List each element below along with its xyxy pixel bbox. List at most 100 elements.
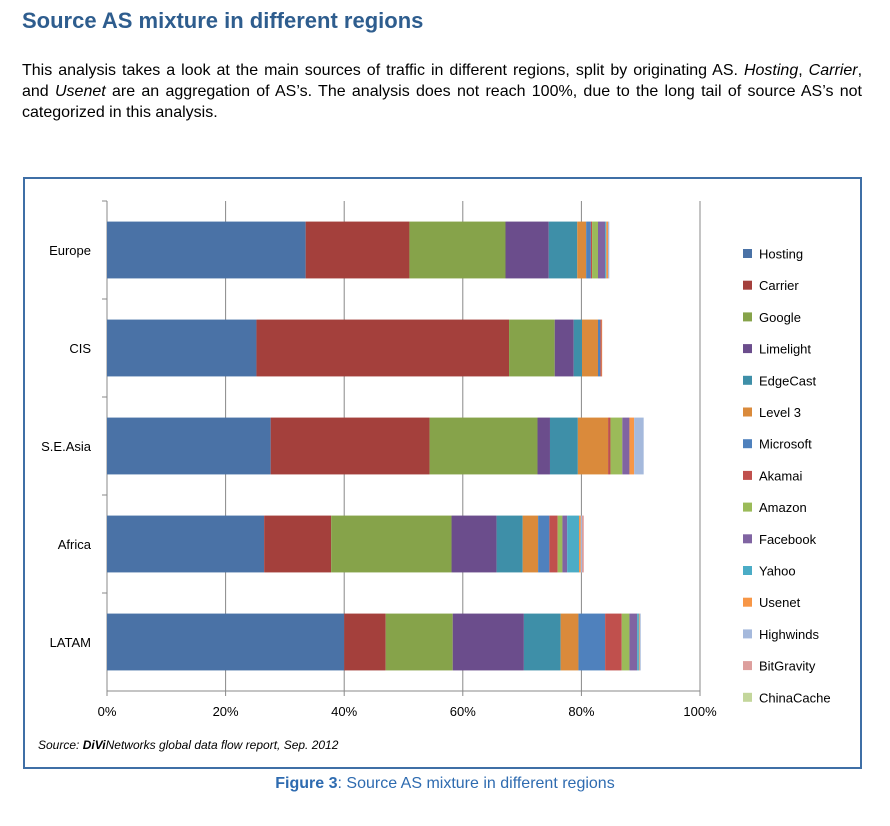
bar-level-3-latam — [560, 613, 579, 671]
bar-hosting-europe — [107, 221, 306, 279]
bar-google-europe — [409, 221, 506, 279]
bar-google-s-e-asia — [429, 417, 538, 475]
intro-usenet: Usenet — [54, 83, 106, 100]
legend-swatch-usenet — [743, 597, 752, 607]
bar-akamai-latam — [605, 613, 622, 671]
bar-microsoft-europe — [586, 221, 591, 279]
bar-bitgravity-africa — [581, 515, 584, 573]
intro-text-1: This analysis takes a look at the main s… — [22, 62, 744, 79]
bar-usenet-africa — [579, 515, 581, 573]
stacked-bar-chart: 0% 20% 40% 60% 80% 100% Europe CIS S.E.Asia Afric… — [38, 200, 831, 752]
legend-swatch-carrier — [743, 280, 752, 290]
legend-swatch-chinacache — [743, 692, 752, 702]
caption-text: : Source AS mixture in different regions — [337, 775, 615, 792]
bar-google-cis — [509, 319, 555, 377]
bar-limelight-latam — [452, 613, 524, 671]
bar-akamai-africa — [549, 515, 558, 573]
category-label: CIS — [69, 341, 91, 356]
page-heading: Source AS mixture in different regions — [22, 8, 424, 33]
category-label: LATAM — [50, 635, 91, 650]
intro-sep-2: , and — [22, 62, 863, 100]
legend-swatch-limelight — [743, 344, 752, 354]
legend-swatch-amazon — [743, 502, 752, 512]
figure-caption: Figure 3: Source AS mixture in different… — [0, 775, 890, 793]
chart-frame: 0% 20% 40% 60% 80% 100% Europe CIS S.E.Asia Afric… — [23, 177, 862, 769]
bar-limelight-europe — [505, 221, 549, 279]
x-tick-label: 80% — [568, 704, 594, 719]
bar-usenet-cis — [601, 319, 603, 377]
x-tick-label: 20% — [213, 704, 239, 719]
legend-swatch-facebook — [743, 534, 752, 544]
bar-carrier-s-e-asia — [270, 417, 430, 475]
bar-google-latam — [385, 613, 453, 671]
bar-yahoo-europe — [605, 221, 607, 279]
bar-highwinds-africa — [580, 515, 582, 573]
legend-label-chinacache: ChinaCache — [759, 690, 831, 705]
bar-edgecast-europe — [548, 221, 578, 279]
bar-hosting-s-e-asia — [107, 417, 271, 475]
legend-label-amazon: Amazon — [759, 500, 807, 515]
bar-highwinds-latam — [639, 613, 641, 671]
bar-limelight-s-e-asia — [537, 417, 550, 475]
bar-carrier-europe — [305, 221, 410, 279]
bar-highwinds-s-e-asia — [634, 417, 644, 475]
bar-akamai-europe — [590, 221, 593, 279]
legend-swatch-edgecast — [743, 375, 752, 385]
bar-edgecast-cis — [573, 319, 582, 377]
bar-facebook-europe — [598, 221, 606, 279]
legend-label-bitgravity: BitGravity — [759, 659, 816, 674]
bar-facebook-latam — [629, 613, 638, 671]
intro-carrier: Carrier — [808, 62, 858, 79]
bar-hosting-latam — [107, 613, 345, 671]
x-tick-label: 0% — [98, 704, 117, 719]
legend-swatch-microsoft — [743, 439, 752, 449]
bar-amazon-s-e-asia — [610, 417, 623, 475]
legend-swatch-akamai — [743, 470, 752, 480]
bar-google-africa — [331, 515, 452, 573]
bar-facebook-s-e-asia — [622, 417, 630, 475]
bar-level-3-africa — [522, 515, 539, 573]
legend-label-usenet: Usenet — [759, 595, 801, 610]
category-label: Europe — [49, 243, 91, 258]
legend-label-facebook: Facebook — [759, 532, 817, 547]
bar-edgecast-s-e-asia — [549, 417, 578, 475]
bar-usenet-europe — [606, 221, 609, 279]
bar-yahoo-africa — [567, 515, 580, 573]
bar-carrier-africa — [264, 515, 332, 573]
legend-swatch-hosting — [743, 249, 752, 258]
chart-source-note: Source: DiViNetworks global data flow re… — [38, 738, 339, 752]
intro-text-2: are an aggregation of AS’s. The analysis… — [22, 83, 863, 121]
legend-swatch-bitgravity — [743, 661, 752, 671]
bar-carrier-cis — [256, 319, 510, 377]
legend-label-microsoft: Microsoft — [759, 437, 812, 452]
x-tick-label: 60% — [450, 704, 476, 719]
legend-label-edgecast: EdgeCast — [759, 373, 816, 388]
source-rest: Networks global data flow report, Sep. 2… — [106, 738, 339, 752]
legend-swatch-highwinds — [743, 629, 752, 639]
x-tick-label: 100% — [683, 704, 717, 719]
caption-label: Figure 3 — [275, 775, 338, 792]
bar-level-3-europe — [577, 221, 587, 279]
source-brand: DiVi — [83, 738, 107, 752]
legend-label-akamai: Akamai — [759, 468, 802, 483]
bar-highwinds-europe — [608, 221, 610, 279]
legend-swatch-yahoo — [743, 566, 752, 575]
category-label: S.E.Asia — [41, 439, 92, 454]
category-label: Africa — [58, 537, 92, 552]
legend-label-limelight: Limelight — [759, 342, 811, 357]
bar-yahoo-latam — [637, 613, 639, 671]
bar-microsoft-cis — [598, 319, 601, 377]
bar-level-3-s-e-asia — [577, 417, 609, 475]
intro-hosting: Hosting — [743, 62, 799, 79]
bar-edgecast-africa — [496, 515, 523, 573]
source-prefix: Source: — [38, 738, 83, 752]
intro-paragraph: This analysis takes a look at the main s… — [22, 60, 862, 123]
bar-amazon-africa — [557, 515, 563, 573]
legend-label-google: Google — [759, 310, 801, 325]
bar-akamai-s-e-asia — [608, 417, 611, 475]
bar-limelight-africa — [451, 515, 497, 573]
bar-usenet-s-e-asia — [629, 417, 635, 475]
legend-label-carrier: Carrier — [759, 278, 799, 293]
intro-sep-1: , — [798, 62, 809, 79]
bar-edgecast-latam — [523, 613, 561, 671]
